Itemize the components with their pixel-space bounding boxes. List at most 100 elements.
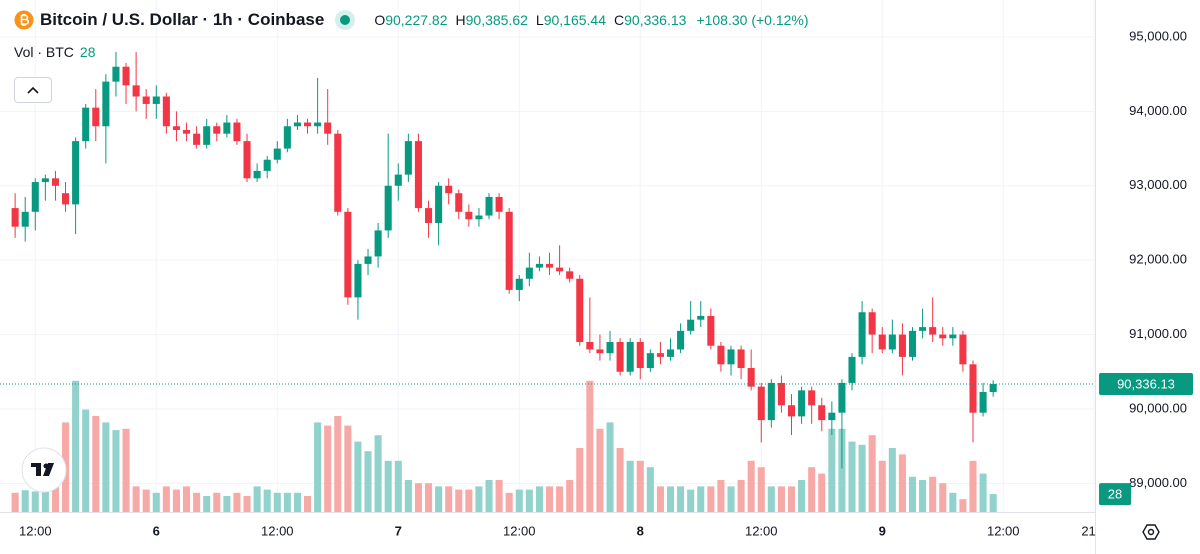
volume-bar [112,430,120,512]
volume-bar [414,483,422,512]
volume-bar [818,473,826,512]
volume-bar [233,492,241,512]
candle-body [142,96,150,104]
ohlc-values: O90,227.82 H90,385.62 L90,165.44 C90,336.13… [366,12,808,28]
volume-bar [303,496,312,512]
volume-bar [263,489,271,512]
candle-body [92,107,100,127]
candle-body [717,345,725,365]
candle-body [203,126,211,145]
volume-bar [293,492,301,512]
volume-bar [838,428,846,512]
candle-body [293,122,301,127]
candle-body [727,349,735,365]
volume-bar [757,467,765,512]
volume-bar [727,486,735,512]
candle-body [122,66,130,86]
candle-body [576,278,584,343]
candle-body [858,312,866,357]
bitcoin-icon [14,10,34,30]
volume-bar [586,380,594,512]
volume-bar [92,416,100,512]
candle-body [253,170,261,179]
candle-body [112,66,120,82]
volume-bar [424,483,433,512]
x-tick-label: 12:00 [503,523,536,538]
ohlc-value: 90,385.62 [465,12,528,28]
candle-body [818,405,826,421]
volume-bar [737,480,745,512]
volume-bar [404,480,412,512]
y-tick-label: 91,000.00 [1129,326,1187,341]
candle-body [465,211,473,220]
volume-bar [787,486,796,512]
volume-bar [273,492,281,512]
volume-bar [747,460,755,512]
candle-body [566,271,574,279]
candle-body [545,263,554,268]
volume-bar [929,476,937,512]
x-tick-label: 9 [879,523,886,538]
volume-bar [636,460,644,512]
volume-bar [677,486,685,512]
volume-bar [475,486,483,512]
volume-bar [374,435,382,512]
candle-body [979,392,987,413]
candle-body [929,327,937,335]
candle-body [666,349,675,357]
candle-body [485,196,493,216]
collapse-button[interactable] [14,77,52,103]
ohlc-key: H [455,12,466,28]
settings-icon[interactable] [1142,524,1160,540]
volume-bar [767,486,775,512]
volume-bar [132,486,140,512]
volume-bar [777,486,785,512]
candle-body [908,330,917,357]
candle-body [445,185,453,194]
candle-body [949,334,957,339]
candle-body [223,122,231,134]
volume-bar [898,454,906,512]
volume-bar [203,496,211,512]
candle-body [414,141,422,209]
candle-body [324,122,332,134]
volume-bar [213,492,221,512]
volume-bar [969,460,977,512]
volume-bar [283,492,291,512]
volume-bar [687,489,695,512]
price-change: +108.30 (+0.12%) [696,12,809,28]
volume-bar [384,460,392,512]
volume-bar [707,486,715,512]
ohlc-value: 90,336.13 [624,12,687,28]
volume-bar [868,435,876,512]
volume-bar [11,492,19,512]
volume-title: Vol · BTC [14,44,74,60]
volume-bar [566,480,574,512]
y-tick-label: 94,000.00 [1129,103,1187,118]
x-tick-label: 12:00 [261,523,294,538]
candle-body [263,159,271,171]
candle-body [475,215,483,220]
x-tick-label: 12:00 [745,523,778,538]
candle-body [21,211,29,227]
last-price-tag [1099,372,1193,395]
volume-bar [888,448,896,512]
logo-circle [21,447,67,493]
volume-bar [223,496,231,512]
chevron [27,86,39,94]
volume-bar [495,480,503,512]
candle-body [62,193,70,205]
candle-body [424,208,433,223]
volume-bar [656,486,664,512]
volume-bar [989,494,997,512]
volume-bar [314,422,322,512]
volume-bar [435,486,443,512]
candle-body [162,96,170,127]
header: Bitcoin / U.S. Dollar · 1h · Coinbase O9… [14,8,809,32]
volume-bar [445,486,453,512]
volume-bar [606,422,614,512]
candle-body [193,133,201,145]
volume-bar [626,460,634,512]
candle-body [213,126,221,134]
